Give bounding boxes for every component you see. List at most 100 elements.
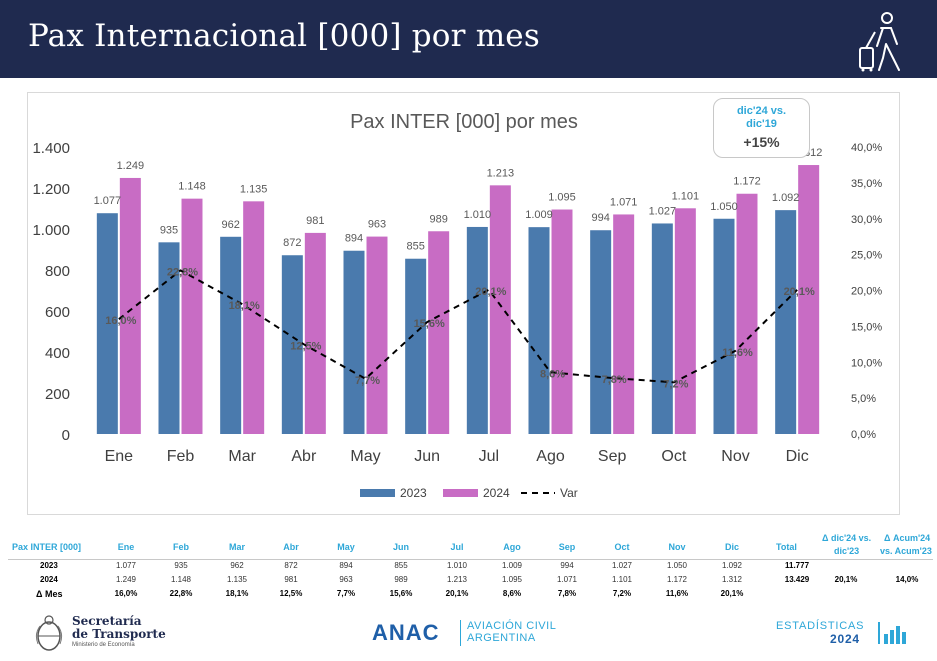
bar-2024 (798, 165, 820, 434)
bar-2024-label: 1.148 (178, 181, 206, 193)
table-cell: 1.172 (666, 575, 688, 584)
table-header-delta-dic-2: dic'23 (834, 546, 860, 556)
secretaria-line2: de Transporte (72, 627, 166, 641)
bar-2023-label: 994 (591, 212, 609, 224)
table-cell: 855 (394, 561, 408, 570)
table-cell: 7,8% (557, 589, 577, 598)
data-table: Pax INTER [000] Total Δ dic'24 vs. dic'2… (0, 530, 937, 605)
x-category-label: Abr (291, 448, 317, 465)
bar-2023 (343, 250, 365, 434)
table-cell: 22,8% (169, 589, 193, 598)
x-category-label: Mar (228, 448, 256, 465)
footer-divider (460, 620, 461, 646)
var-point-label: 15,6% (414, 318, 445, 330)
bar-2024 (674, 208, 696, 434)
table-header-month: Feb (172, 542, 190, 552)
bar-2023-label: 935 (160, 224, 178, 236)
table-cell: 1.071 (556, 575, 578, 584)
bar-2023-label: 1.050 (710, 201, 738, 213)
bar-2023-label: 1.009 (525, 209, 553, 221)
x-category-label: Ene (105, 448, 134, 465)
bar-2024 (181, 198, 203, 434)
national-coat-of-arms-icon (35, 615, 63, 651)
y-right-tick-label: 35,0% (851, 178, 882, 190)
table-cell: 11,6% (665, 589, 689, 598)
table-cell: 1.050 (666, 561, 688, 570)
var-point-label: 11,6% (722, 347, 753, 359)
badge-value: +15% (743, 134, 780, 150)
yoy-badge: dic'24 vs. dic'19 +15% (713, 98, 810, 158)
bar-2024 (613, 214, 635, 434)
var-point-label: 12,5% (290, 340, 321, 352)
table-header-month: Jun (392, 542, 410, 552)
chart-frame: Pax INTER [000] por mes 0 200 400 600 800 1.0… (27, 92, 900, 515)
y-right-tick-label: 15,0% (851, 321, 882, 333)
bar-2024 (304, 232, 326, 434)
bar-2024-label: 989 (429, 213, 447, 225)
table-header-month: Jul (450, 542, 464, 552)
bar-2024 (243, 201, 265, 434)
y-right-tick-label: 40,0% (851, 142, 882, 154)
table-cell: 15,6% (389, 589, 413, 598)
x-category-label: Oct (661, 448, 686, 465)
bar-2023 (590, 230, 612, 434)
y-left-tick-label: 1.000 (32, 222, 70, 239)
legend-swatch-2024 (443, 489, 478, 497)
badge-label-line1: dic'24 vs. (736, 105, 787, 117)
table-cell: 963 (339, 575, 353, 584)
table-cell: 1.027 (611, 561, 633, 570)
bar-2023 (651, 223, 673, 434)
legend-swatch-2023 (360, 489, 395, 497)
aviacion-line1: AVIACIÓN CIVIL (467, 620, 557, 632)
bar-2024 (366, 236, 388, 434)
table-cell: 1.092 (721, 561, 743, 570)
table-cell: 8,6% (502, 589, 522, 598)
y-right-tick-label: 0,0% (851, 429, 876, 441)
table-header-month: Oct (614, 542, 630, 552)
x-category-label: Jun (414, 448, 440, 465)
var-point-label: 7,8% (602, 374, 627, 386)
bar-2023-label: 962 (221, 219, 239, 231)
y-left-tick-label: 1.200 (32, 181, 70, 198)
bar-2024-label: 1.249 (117, 160, 145, 172)
y-right-tick-label: 20,0% (851, 286, 882, 298)
table-divider (8, 559, 933, 560)
table-cell: 18,1% (225, 589, 249, 598)
table-cell: 1.101 (611, 575, 633, 584)
y-left-tick-label: 200 (45, 386, 70, 403)
traveler-luggage-icon (859, 12, 900, 72)
var-series-line (118, 269, 798, 384)
bar-2023 (220, 236, 242, 434)
x-category-label: Feb (167, 448, 195, 465)
table-delta-acum-cell: 14,0% (895, 575, 919, 584)
table-cell: 20,1% (720, 589, 744, 598)
table-cell: 1.009 (501, 561, 523, 570)
table-cell: 962 (230, 561, 244, 570)
page-title: Pax Internacional [000] por mes (28, 18, 540, 54)
var-point-label: 20,1% (784, 286, 815, 298)
table-header-month: Abr (283, 542, 299, 552)
var-point-label: 7,2% (663, 378, 688, 390)
chart-title: Pax INTER [000] por mes (350, 111, 578, 133)
table-header-month: May (337, 542, 355, 552)
var-point-label: 16,0% (105, 315, 136, 327)
bar-2023 (528, 227, 550, 434)
bar-2024 (428, 231, 450, 434)
table-cell: 1.148 (170, 575, 192, 584)
bar-2024 (551, 209, 573, 434)
x-category-label: Jul (479, 448, 499, 465)
x-category-label: Ago (536, 448, 565, 465)
bar-2023-label: 1.027 (649, 205, 677, 217)
aviacion-line2: ARGENTINA (467, 632, 536, 644)
bar-2023 (405, 258, 427, 434)
table-header-month: Ene (117, 542, 135, 552)
bar-2023-label: 872 (283, 237, 301, 249)
bar-2023-label: 855 (406, 241, 424, 253)
table-header-delta-acum-1: Δ Acum'24 (884, 533, 931, 543)
table-header-delta-acum-2: vs. Acum'23 (880, 546, 932, 556)
footer: Secretaría de Transporte Ministerio de E… (0, 606, 937, 661)
table-header-total: Total (776, 542, 797, 552)
bar-2024-label: 1.135 (240, 183, 268, 195)
x-category-label: Sep (598, 448, 627, 465)
bar-2024 (736, 193, 758, 434)
